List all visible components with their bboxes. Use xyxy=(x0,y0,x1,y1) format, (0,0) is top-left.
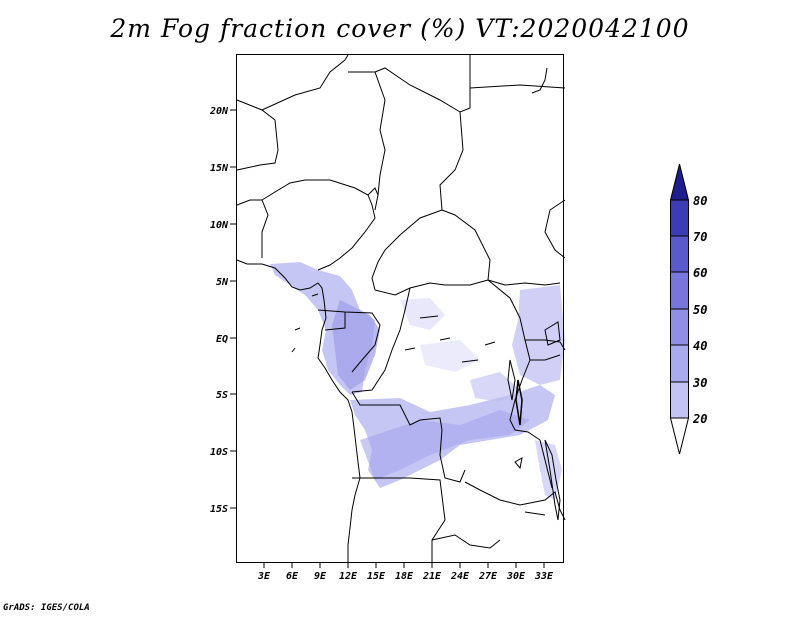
colorbar-label: 50 xyxy=(693,303,707,317)
colorbar-swatch xyxy=(670,235,689,273)
lat-tick-label: 15N xyxy=(210,163,229,174)
lon-tick-label: 33E xyxy=(534,571,554,582)
grads-credit: GrADS: IGES/COLA xyxy=(3,603,90,613)
colorbar xyxy=(669,163,690,455)
lat-tick-label: 5N xyxy=(216,277,229,288)
lat-tick-label: 10N xyxy=(210,220,229,231)
lon-axis xyxy=(263,562,545,568)
lon-tick-label: 6E xyxy=(286,571,299,582)
map-title: 2m Fog fraction cover (%) VT:2020042100 xyxy=(110,14,690,43)
colorbar-label: 60 xyxy=(693,266,707,280)
lon-tick-label: 30E xyxy=(506,571,526,582)
lon-tick-label: 24E xyxy=(450,571,470,582)
colorbar-swatch xyxy=(670,271,689,310)
country-boundaries xyxy=(236,54,566,562)
lon-tick-label: 12E xyxy=(339,571,358,582)
colorbar-label: 40 xyxy=(693,339,707,353)
lat-axis xyxy=(230,109,236,509)
colorbar-swatch xyxy=(670,344,689,383)
colorbar-label: 80 xyxy=(693,194,707,208)
lat-tick-label: 10S xyxy=(210,447,228,458)
lon-tick-label: 18E xyxy=(395,571,414,582)
colorbar-label: 20 xyxy=(692,412,707,426)
lon-tick-label: 15E xyxy=(367,571,386,582)
lon-tick-label: 9E xyxy=(314,571,327,582)
lon-tick-label: 21E xyxy=(422,571,442,582)
lat-tick-label: 5S xyxy=(216,390,228,401)
lat-tick-label: EQ xyxy=(216,334,228,345)
colorbar-underflow-triangle xyxy=(669,417,690,455)
colorbar-swatch xyxy=(670,381,689,419)
lat-tick-label: 15S xyxy=(210,504,228,515)
lon-tick-label: 27E xyxy=(478,571,498,582)
colorbar-overflow-triangle xyxy=(669,163,690,201)
map-frame xyxy=(236,54,564,563)
lon-tick-label: 3E xyxy=(257,571,271,582)
colorbar-swatch xyxy=(670,199,689,237)
colorbar-swatch xyxy=(670,308,689,346)
fog-shading xyxy=(270,262,565,500)
lat-tick-label: 20N xyxy=(209,106,229,117)
colorbar-label: 70 xyxy=(693,230,707,244)
colorbar-label: 30 xyxy=(692,376,707,390)
